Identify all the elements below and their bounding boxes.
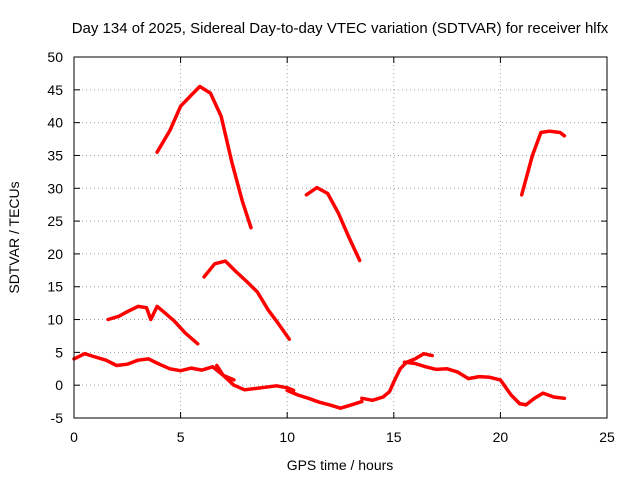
series-line-arc-6 [72, 351, 236, 382]
series-line-arc-3 [519, 129, 567, 197]
series-line-arc-5 [106, 304, 200, 346]
series-line-arc-9 [360, 351, 434, 403]
y-tick-label: 0 [55, 377, 63, 393]
x-tick-label: 10 [279, 429, 295, 445]
y-tick-label: 5 [55, 344, 63, 360]
x-axis-label: GPS time / hours [287, 457, 394, 473]
series-line-arc-4 [202, 259, 292, 341]
series-line-arc-8 [285, 388, 364, 410]
y-tick-label: 30 [47, 180, 63, 196]
x-tick-label: 5 [177, 429, 185, 445]
chart-title: Day 134 of 2025, Sidereal Day-to-day VTE… [72, 20, 609, 37]
y-tick-label: 50 [47, 49, 63, 65]
y-tick-label: 25 [47, 213, 63, 229]
series-layer [72, 84, 567, 410]
series-line-arc-1 [155, 84, 253, 230]
tick-layer: 0 5 10 15 20 25 -5 0 5 10 15 20 25 30 35 40 45 50 [47, 49, 615, 445]
y-tick-label: 45 [47, 82, 63, 98]
y-tick-label: 20 [47, 246, 63, 262]
y-tick-label: 15 [47, 279, 63, 295]
y-tick-label: 10 [47, 312, 63, 328]
x-tick-label: 0 [70, 429, 78, 445]
series-line-arc-10 [402, 360, 522, 406]
series-line-arc-11 [517, 391, 567, 407]
series-line-arc-7 [215, 363, 296, 393]
x-tick-label: 15 [386, 429, 402, 445]
x-tick-label: 25 [599, 429, 615, 445]
series-line-arc-2 [304, 185, 362, 263]
x-tick-label: 20 [493, 429, 509, 445]
y-axis-label: SDTVAR / TECUs [6, 181, 22, 293]
y-tick-label: 40 [47, 115, 63, 131]
plot-frame [73, 56, 608, 419]
grid-layer [74, 57, 607, 418]
y-tick-label: 35 [47, 147, 63, 163]
y-tick-label: -5 [51, 410, 64, 426]
